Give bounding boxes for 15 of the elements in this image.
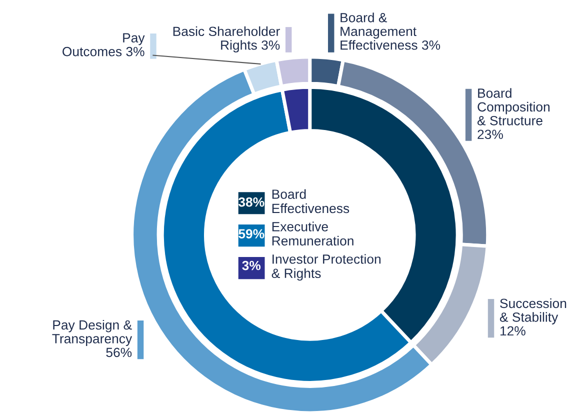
text: 23% — [478, 130, 503, 140]
slice-label: Succession & Stability — [500, 298, 566, 324]
category-label: Basic Shareholder Rights 3% — [173, 26, 280, 52]
text: 38% — [238, 197, 264, 207]
category-label: Pay Outcomes 3% — [62, 33, 145, 56]
slice-label: Board Composition & Structure — [477, 88, 550, 126]
legend-label: Executive Remuneration — [272, 222, 354, 246]
category-label: Board & Management Effectiveness 3% — [340, 12, 440, 50]
slice-label: Pay Design & Transparency — [52, 320, 132, 346]
legend-label: Board Effectiveness — [272, 189, 350, 214]
text: 56% — [106, 348, 132, 358]
text: 59% — [238, 229, 264, 238]
text: 3% — [242, 260, 261, 270]
legend-label: Investor Protection & Rights — [272, 254, 380, 281]
text: 12% — [500, 326, 526, 336]
